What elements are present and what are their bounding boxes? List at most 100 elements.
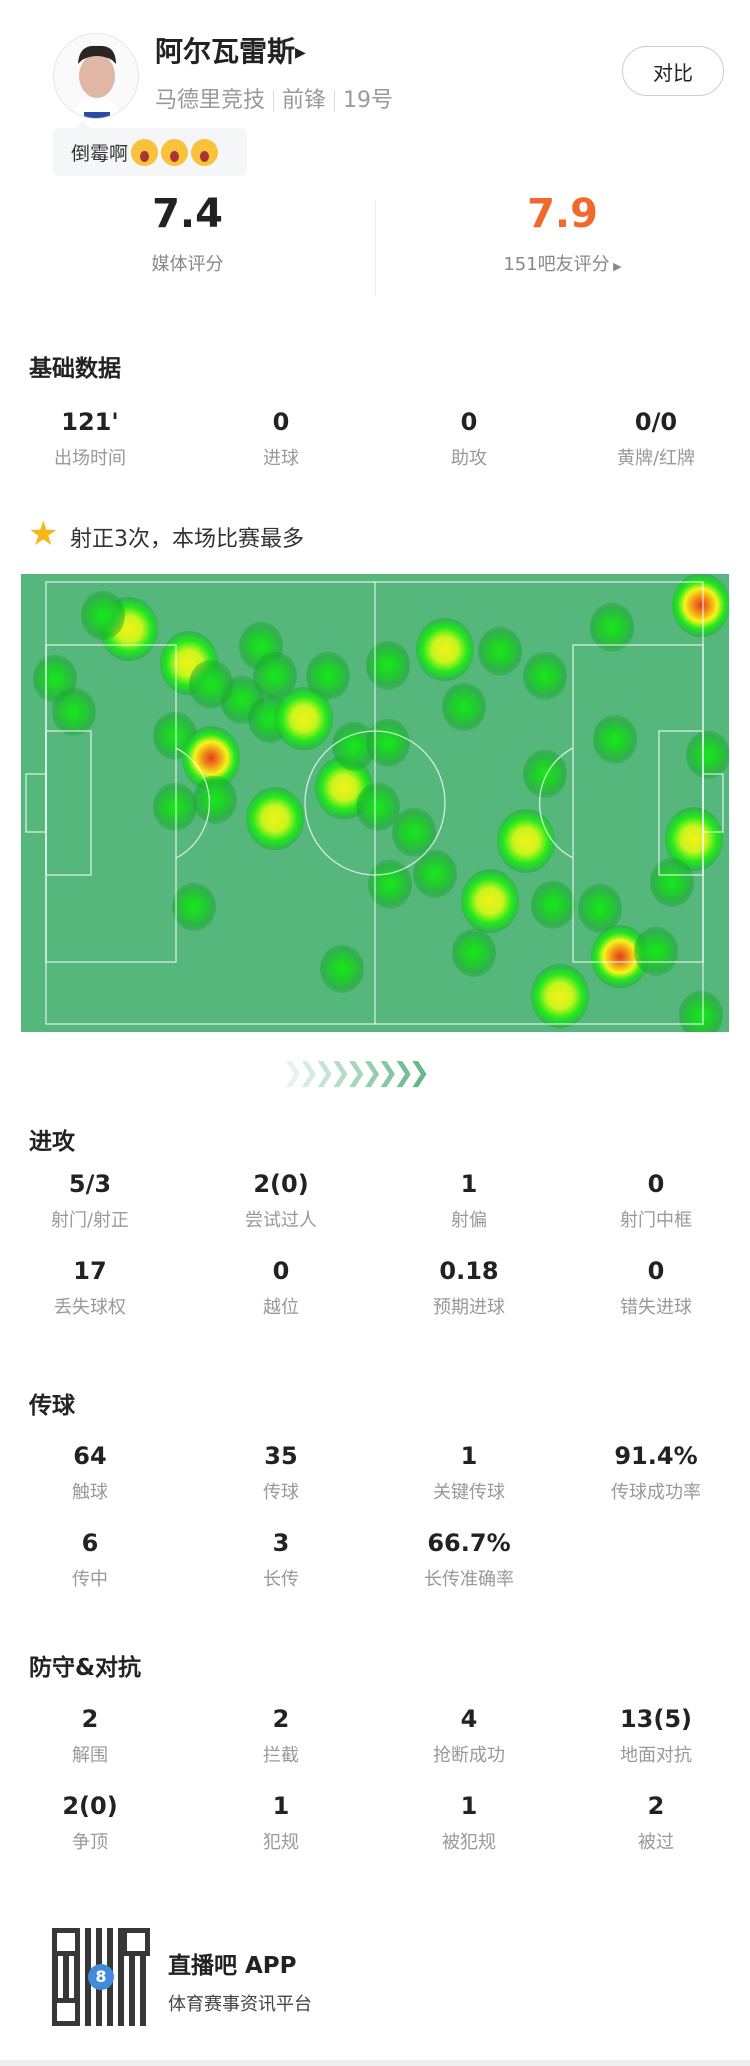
chevron-right-icon: ❯ [282, 1058, 304, 1088]
section-title-attack: 进攻 [29, 1129, 75, 1155]
stat-attack: 1 射偏 [375, 1170, 563, 1232]
stat-label: 传中 [72, 1569, 108, 1590]
heat-spot [193, 775, 238, 824]
heat-spot [80, 590, 125, 640]
heat-spot [451, 928, 496, 978]
comment-text: 倒霉啊 [71, 142, 129, 165]
crying-face-icon [161, 138, 189, 166]
stat-label: 射偏 [451, 1210, 487, 1231]
pitch-lines [25, 581, 724, 1025]
stat-value: 1 [460, 1442, 478, 1470]
heat-spot [246, 786, 305, 851]
player-name[interactable]: 阿尔瓦雷斯▶ [155, 30, 306, 70]
comment-bubble: 倒霉啊 [53, 120, 247, 176]
stat-label: 尝试过人 [245, 1210, 317, 1231]
stat-value: 0 [272, 408, 290, 436]
player-avatar[interactable] [53, 33, 139, 119]
heat-spot [442, 682, 487, 731]
stat-passing: 66.7% 长传准确率 [375, 1529, 563, 1591]
heat-spot [365, 718, 410, 767]
section-title-defense: 防守&对抗 [29, 1655, 142, 1681]
crying-face-icon [191, 138, 219, 166]
heat-spot [590, 603, 635, 652]
stat-label: 抢断成功 [433, 1745, 505, 1766]
compare-button[interactable]: 对比 [622, 46, 724, 96]
stat-label: 错失进球 [620, 1297, 692, 1318]
media-rating-label: 媒体评分 [151, 254, 224, 275]
stat-value: 17 [73, 1257, 107, 1285]
stat-label: 射门中框 [620, 1210, 692, 1231]
stat-attack: 5/3 射门/射正 [0, 1170, 184, 1232]
stat-value: 0.18 [439, 1257, 499, 1285]
stat-label: 黄牌/红牌 [616, 448, 696, 469]
team: 马德里竞技 [155, 88, 266, 113]
app-tagline: 体育赛事资讯平台 [168, 1994, 312, 2015]
stat-passing: 3 长传 [187, 1529, 375, 1591]
stat-label: 出场时间 [54, 448, 126, 469]
stat-label: 进球 [263, 448, 299, 469]
stat-value: 2 [647, 1792, 665, 1820]
stat-defense: 2 解围 [0, 1705, 184, 1767]
attack-direction-arrows: ❯ ❯ ❯ ❯ ❯ ❯ ❯ ❯ ❯ [282, 1058, 431, 1088]
stat-attack: 0 越位 [187, 1257, 375, 1319]
caret-right-icon: ▶ [609, 260, 622, 273]
player-name-text: 阿尔瓦雷斯 [155, 35, 296, 68]
fan-rating-label: 151吧友评分 ▶ [375, 250, 750, 276]
heat-spot [415, 617, 474, 682]
heat-spot [52, 687, 97, 736]
media-rating-value: 7.4 [152, 191, 223, 237]
heat-spot [578, 884, 623, 933]
app-name: 直播吧 APP [168, 1953, 297, 1979]
stat-label: 被过 [638, 1832, 674, 1853]
crying-face-icon [131, 138, 159, 166]
chevron-right-icon: ❯ [297, 1058, 320, 1088]
stat-basic: 121' 出场时间 [0, 408, 184, 470]
bottom-bar [0, 2060, 750, 2066]
stat-value: 2(0) [253, 1170, 309, 1198]
stat-value: 121' [61, 408, 119, 436]
stat-value: 4 [460, 1705, 478, 1733]
heat-spot [523, 651, 568, 700]
stat-defense: 2(0) 争顶 [0, 1792, 184, 1854]
stat-label: 传球 [263, 1482, 299, 1503]
stat-value: 0 [647, 1170, 665, 1198]
stat-value: 0 [647, 1257, 665, 1285]
heat-spot [461, 869, 520, 934]
heat-spot [592, 715, 637, 764]
stat-label: 地面对抗 [620, 1745, 692, 1766]
stat-defense: 1 被犯规 [375, 1792, 563, 1854]
stat-value: 0 [460, 408, 478, 436]
fan-rating[interactable]: 7.9 151吧友评分 ▶ [375, 190, 750, 276]
chevron-right-icon: ❯ [392, 1058, 415, 1088]
divider [375, 200, 376, 296]
stat-label: 争顶 [72, 1832, 108, 1853]
stat-defense: 4 抢断成功 [375, 1705, 563, 1767]
heat-spot [478, 627, 522, 676]
stat-label: 传球成功率 [611, 1482, 701, 1503]
shirt-number: 19号 [343, 88, 394, 113]
stat-value: 3 [272, 1529, 290, 1557]
heat-spot [633, 927, 678, 976]
stat-defense: 2 拦截 [187, 1705, 375, 1767]
stat-basic: 0 助攻 [375, 408, 563, 470]
stat-label: 越位 [263, 1297, 299, 1318]
heat-spot [497, 809, 556, 873]
stat-defense: 13(5) 地面对抗 [562, 1705, 750, 1767]
stat-label: 拦截 [263, 1745, 299, 1766]
stat-value: 0/0 [634, 408, 678, 436]
stat-value: 35 [264, 1442, 298, 1470]
fan-rating-value: 7.9 [527, 191, 598, 237]
section-title-passing: 传球 [29, 1393, 75, 1419]
stat-value: 6 [81, 1529, 99, 1557]
stat-value: 1 [272, 1792, 290, 1820]
stat-attack: 17 丢失球权 [0, 1257, 184, 1319]
media-rating: 7.4 媒体评分 [0, 190, 375, 276]
stat-label: 关键传球 [433, 1482, 505, 1503]
heat-spot [650, 858, 695, 907]
stat-label: 解围 [72, 1745, 108, 1766]
chevron-right-icon: ❯ [408, 1058, 431, 1088]
position: 前锋 [282, 88, 327, 113]
stat-value: 13(5) [619, 1705, 693, 1733]
heat-spot [365, 640, 410, 690]
stat-attack: 2(0) 尝试过人 [187, 1170, 375, 1232]
